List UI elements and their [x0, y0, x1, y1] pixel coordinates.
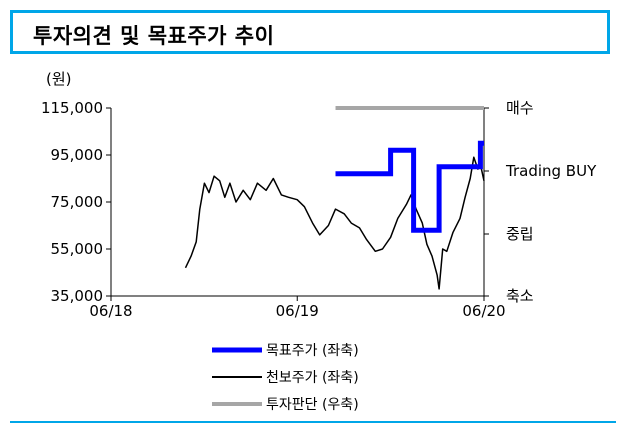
- y-unit-label: (원): [46, 70, 72, 88]
- chart-ticks: (원) 115,000 95,000 75,000 55,000 35,000 매수 Trad…: [41, 70, 597, 320]
- x-tick-label: 06/20: [462, 302, 505, 320]
- y-right-tick-label: 매수: [506, 99, 534, 117]
- legend-opinion-label: 투자판단 (우축): [266, 397, 359, 413]
- y-left-tick-label: 115,000: [41, 99, 103, 117]
- series-price-line: [184, 156, 485, 290]
- title-box: 투자의견 및 목표주가 추이: [10, 10, 610, 54]
- y-left-tick-label: 95,000: [51, 146, 104, 164]
- chart-axes: [110, 108, 485, 297]
- y-left-tick-label: 55,000: [51, 240, 104, 258]
- x-tick-label: 06/18: [89, 302, 132, 320]
- chart-legend: 목표주가 (좌축) 천보주가 (좌축) 투자판단 (우축): [212, 343, 359, 413]
- legend-price-label: 천보주가 (좌축): [266, 370, 359, 386]
- y-left-tick-label: 75,000: [51, 193, 104, 211]
- series-target-line: [335, 140, 484, 233]
- y-right-tick-label: 축소: [506, 287, 534, 305]
- bottom-rule: [10, 421, 616, 423]
- y-right-tick-label: 중립: [506, 225, 534, 243]
- chart-plot: [184, 106, 485, 290]
- y-right-tick-label: Trading BUY: [505, 162, 597, 180]
- x-tick-label: 06/19: [276, 302, 319, 320]
- page-title: 투자의견 및 목표주가 추이: [33, 24, 275, 48]
- legend-target-label: 목표주가 (좌축): [266, 343, 359, 359]
- y-left-tick-label: 35,000: [51, 287, 104, 305]
